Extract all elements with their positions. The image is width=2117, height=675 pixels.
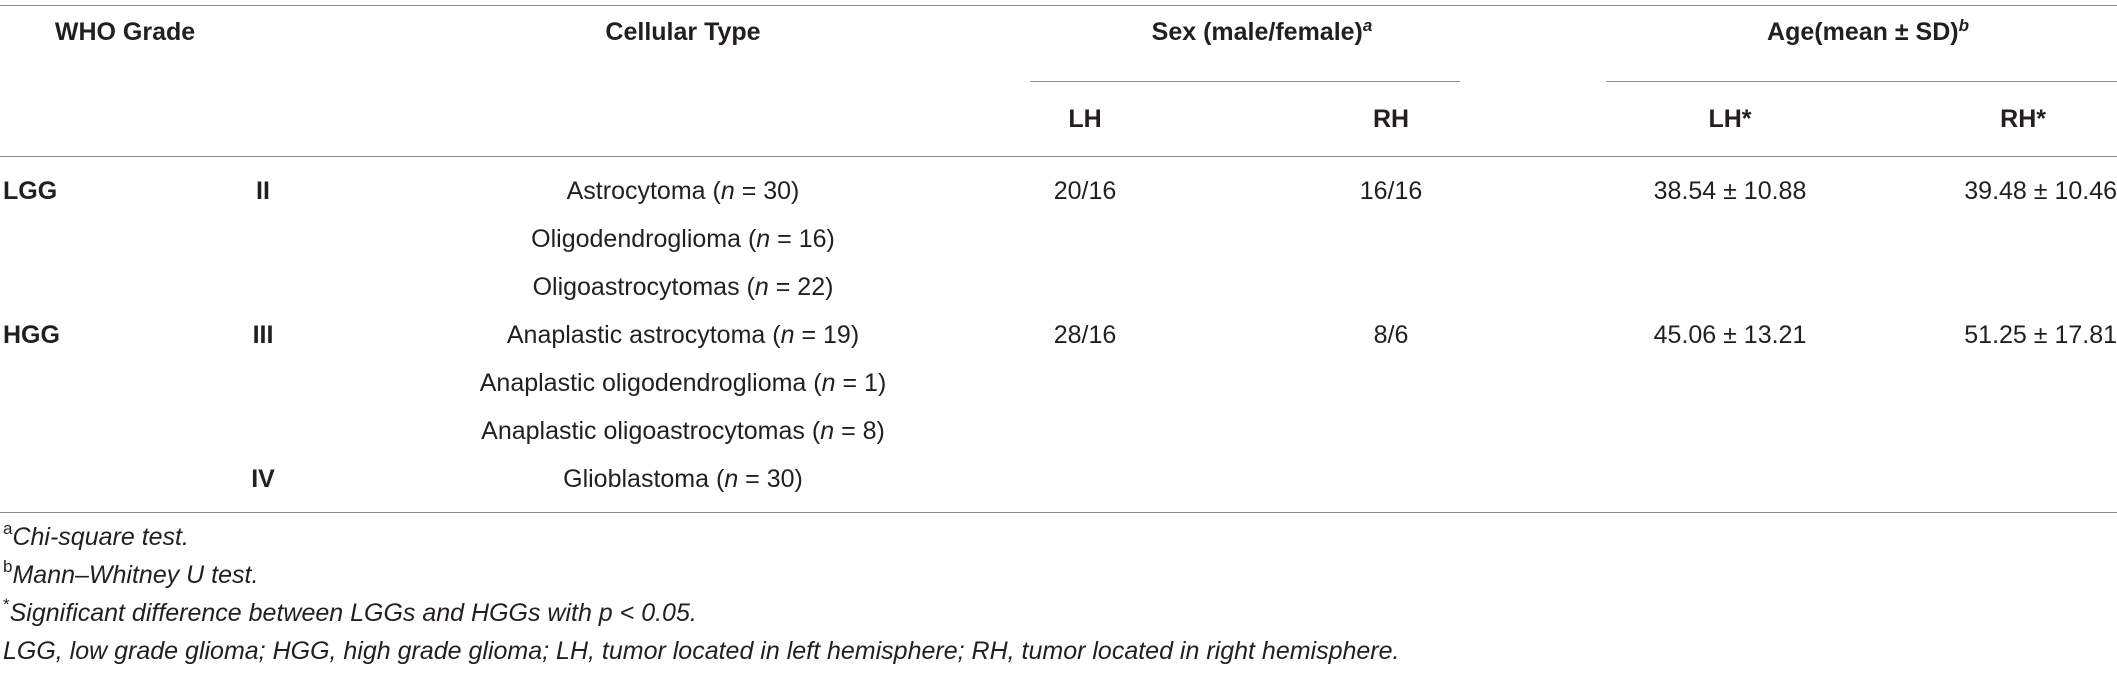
cellular-type-cell: Anaplastic oligoastrocytomas (n = 8): [481, 417, 885, 445]
grade-label: IV: [251, 465, 275, 493]
footnote-a: aChi-square test.: [3, 519, 189, 551]
subheader-sex-rh: RH: [1372, 105, 1410, 133]
age-lh-cell: 38.54 ± 10.88: [1653, 177, 1807, 205]
header-age: Age(mean ± SD)b: [1767, 16, 1969, 46]
header-cellular-type: Cellular Type: [605, 18, 761, 46]
age-span-rule: [1606, 81, 2117, 82]
cellular-type-cell: Anaplastic astrocytoma (n = 19): [506, 321, 860, 349]
table-top-rule: [0, 5, 2117, 6]
header-who-grade: WHO Grade: [54, 18, 196, 46]
footnote-star: *Significant difference between LGGs and…: [3, 595, 697, 627]
cellular-type-cell: Anaplastic oligodendroglioma (n = 1): [479, 369, 887, 397]
header-bottom-rule: [0, 156, 2117, 157]
subheader-age-lh: LH*: [1708, 105, 1752, 133]
cellular-type-cell: Astrocytoma (n = 30): [566, 177, 800, 205]
group-label: HGG: [3, 321, 60, 349]
table-bottom-rule: [0, 512, 2117, 513]
sex-rh-cell: 8/6: [1373, 321, 1409, 349]
footnote-abbreviations: LGG, low grade glioma; HGG, high grade g…: [3, 637, 1400, 665]
subheader-sex-lh: LH: [1068, 105, 1102, 133]
sex-lh-cell: 20/16: [1053, 177, 1117, 205]
age-rh-cell: 39.48 ± 10.46: [1964, 177, 2117, 205]
cellular-type-cell: Glioblastoma (n = 30): [563, 465, 803, 493]
age-lh-cell: 45.06 ± 13.21: [1653, 321, 1807, 349]
group-label: LGG: [3, 177, 58, 205]
cellular-type-cell: Oligodendroglioma (n = 16): [531, 225, 835, 253]
sex-rh-cell: 16/16: [1359, 177, 1423, 205]
sex-lh-cell: 28/16: [1053, 321, 1117, 349]
header-sex: Sex (male/female)a: [1151, 16, 1373, 46]
grade-label: II: [256, 177, 270, 205]
sex-span-rule: [1030, 81, 1460, 82]
grade-label: III: [252, 321, 274, 349]
subheader-age-rh: RH*: [2000, 105, 2046, 133]
cellular-type-cell: Oligoastrocytomas (n = 22): [532, 273, 834, 301]
age-rh-cell: 51.25 ± 17.81: [1964, 321, 2117, 349]
footnote-b: bMann–Whitney U test.: [3, 557, 259, 589]
